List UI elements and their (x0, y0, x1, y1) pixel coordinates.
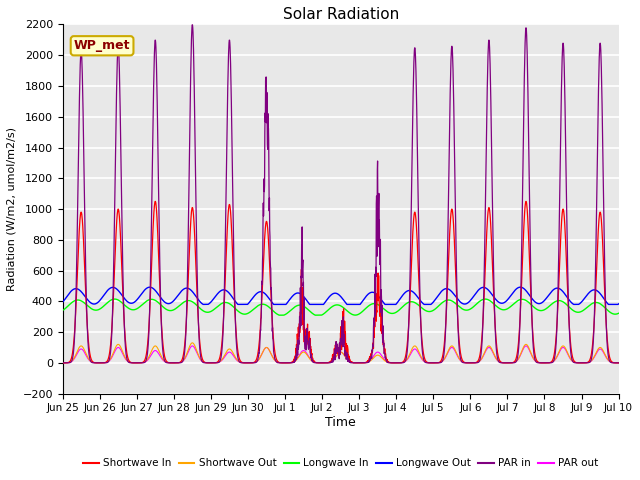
Y-axis label: Radiation (W/m2, umol/m2/s): Radiation (W/m2, umol/m2/s) (7, 127, 17, 291)
Legend: Shortwave In, Shortwave Out, Longwave In, Longwave Out, PAR in, PAR out: Shortwave In, Shortwave Out, Longwave In… (79, 454, 602, 472)
Title: Solar Radiation: Solar Radiation (282, 7, 399, 22)
X-axis label: Time: Time (325, 416, 356, 429)
Text: WP_met: WP_met (74, 39, 131, 52)
